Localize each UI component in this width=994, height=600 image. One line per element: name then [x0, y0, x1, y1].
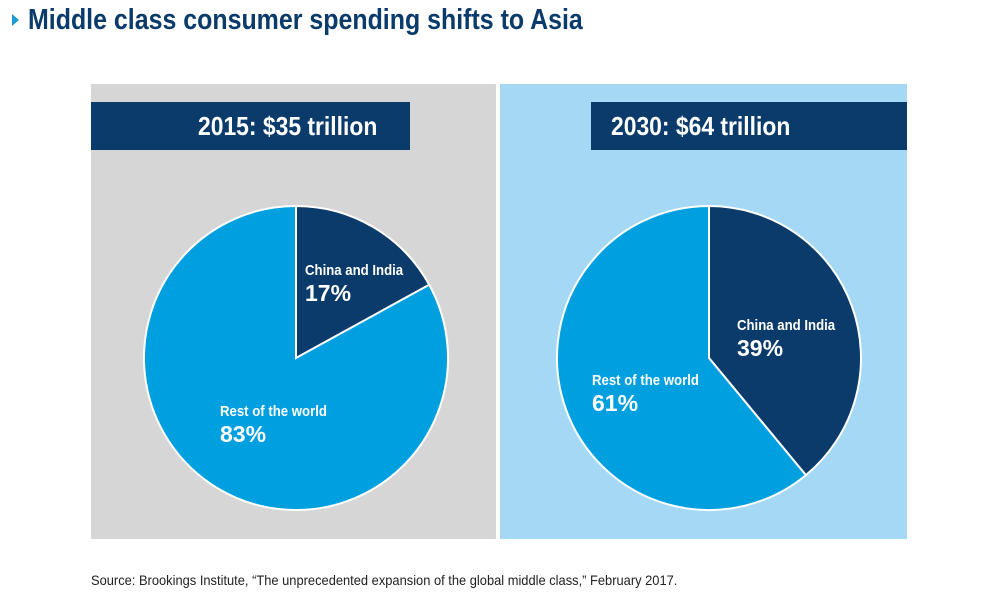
slice-value-china-and-india: 39%: [737, 335, 783, 361]
panel-2030: 2030: $64 trillion China and India 39% Res…: [500, 84, 907, 539]
pie-slice-china-and-india: [295, 204, 431, 360]
banner-2030: 2030: $64 trillion: [591, 102, 907, 150]
banner-2015-label: 2015: $35 trillion: [198, 111, 378, 141]
pie-chart-2015: China and India 17% Rest of the world 83%: [143, 204, 449, 511]
panel-2015: 2015: $35 trillion China and India 17% Res…: [91, 84, 496, 539]
slice-value-china-and-india: 17%: [305, 280, 351, 306]
title-marker-icon: [12, 14, 19, 26]
slice-name-china-and-india: China and India: [737, 316, 835, 333]
source-note: Source: Brookings Institute, “The unprec…: [91, 572, 678, 588]
banner-2015: 2015: $35 trillion: [91, 102, 410, 150]
slice-name-china-and-india: China and India: [305, 261, 403, 278]
slice-value-rest-of-the-world: 61%: [592, 390, 638, 416]
pie-slice-rest-of-the-world: [556, 204, 808, 511]
chart-title: Middle class consumer spending shifts to…: [28, 4, 583, 36]
pie-slice-china-and-india: [708, 204, 862, 477]
slice-name-rest-of-the-world: Rest of the world: [592, 371, 699, 388]
banner-2030-label: 2030: $64 trillion: [611, 111, 791, 141]
slice-value-rest-of-the-world: 83%: [220, 421, 266, 447]
pie-chart-2030: China and India 39% Rest of the world 61%: [556, 204, 862, 511]
pie-slice-rest-of-the-world: [143, 204, 449, 511]
slice-name-rest-of-the-world: Rest of the world: [220, 402, 327, 419]
